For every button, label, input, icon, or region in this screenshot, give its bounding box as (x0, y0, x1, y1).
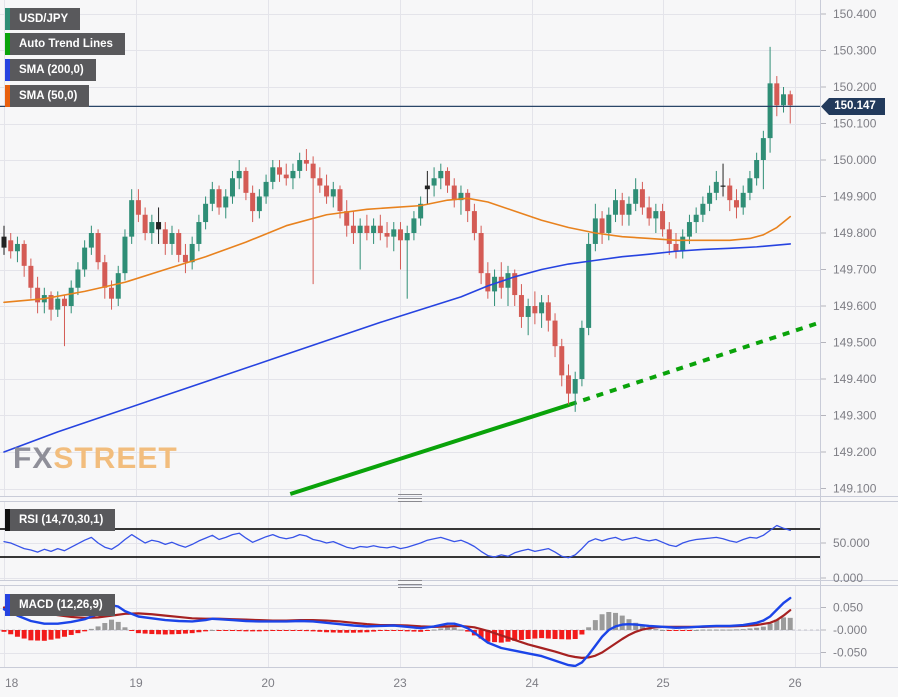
trend-color-bar-icon (5, 33, 10, 55)
svg-text:150.200: 150.200 (833, 80, 877, 94)
legend-trend-lines-label: Auto Trend Lines (19, 38, 113, 50)
rsi-pane[interactable] (0, 502, 820, 580)
rsi-indicator-chip[interactable]: RSI (14,70,30,1) (5, 509, 116, 531)
svg-text:24: 24 (525, 676, 539, 690)
watermark-street: STREET (53, 442, 178, 475)
svg-text:50.000: 50.000 (833, 536, 870, 550)
svg-text:149.600: 149.600 (833, 299, 877, 313)
price-pane[interactable] (0, 0, 821, 496)
time-axis[interactable]: 18 19 20 23 24 25 26 (5, 676, 802, 690)
svg-text:25: 25 (656, 676, 670, 690)
legend-sma200-chip[interactable]: SMA (200,0) (5, 59, 96, 81)
svg-text:20: 20 (261, 676, 275, 690)
svg-text:150.000: 150.000 (833, 153, 877, 167)
svg-text:149.400: 149.400 (833, 372, 877, 386)
svg-text:-0.050: -0.050 (833, 646, 867, 660)
watermark-fx: FX (13, 442, 54, 475)
last-price-value: 150.147 (834, 100, 876, 112)
svg-text:0.050: 0.050 (833, 601, 863, 615)
legend-symbol-label: USD/JPY (19, 13, 69, 25)
legend-sma50-label: SMA (50,0) (19, 90, 78, 102)
svg-text:150.300: 150.300 (833, 44, 877, 58)
svg-text:150.400: 150.400 (833, 7, 877, 21)
macd-pane-resize-handle[interactable] (398, 580, 422, 588)
rsi-pane-resize-handle[interactable] (398, 494, 422, 502)
svg-text:18: 18 (5, 676, 19, 690)
sma50-color-bar-icon (5, 85, 10, 107)
macd-color-bar-icon (5, 594, 10, 616)
legend-symbol-chip[interactable]: USD/JPY (5, 8, 81, 30)
svg-text:150.100: 150.100 (833, 117, 877, 131)
svg-text:149.100: 149.100 (833, 482, 877, 496)
macd-indicator-chip[interactable]: MACD (12,26,9) (5, 594, 115, 616)
svg-text:149.800: 149.800 (833, 226, 877, 240)
svg-text:149.300: 149.300 (833, 409, 877, 423)
legend-sma50-chip[interactable]: SMA (50,0) (5, 85, 90, 107)
price-axis[interactable]: 150.400 150.300 150.200 150.100 150.000 149.9… (0, 0, 898, 668)
last-price-badge: 150.147 (821, 98, 885, 115)
svg-text:19: 19 (129, 676, 143, 690)
legend-sma200-label: SMA (200,0) (19, 64, 84, 76)
sma200-color-bar-icon (5, 59, 10, 81)
fxstreet-watermark: FXSTREET (13, 442, 178, 476)
svg-text:149.700: 149.700 (833, 263, 877, 277)
macd-pane[interactable] (0, 586, 820, 668)
macd-indicator-label: MACD (12,26,9) (19, 599, 103, 611)
svg-text:0.000: 0.000 (833, 571, 863, 585)
legend-trend-lines-chip[interactable]: Auto Trend Lines (5, 33, 125, 55)
svg-text:149.200: 149.200 (833, 445, 877, 459)
symbol-color-bar-icon (5, 8, 10, 30)
svg-text:26: 26 (788, 676, 802, 690)
svg-text:149.500: 149.500 (833, 336, 877, 350)
rsi-color-bar-icon (5, 509, 10, 531)
rsi-indicator-label: RSI (14,70,30,1) (19, 514, 104, 526)
svg-text:23: 23 (393, 676, 407, 690)
svg-text:-0.000: -0.000 (833, 623, 867, 637)
svg-text:149.900: 149.900 (833, 190, 877, 204)
